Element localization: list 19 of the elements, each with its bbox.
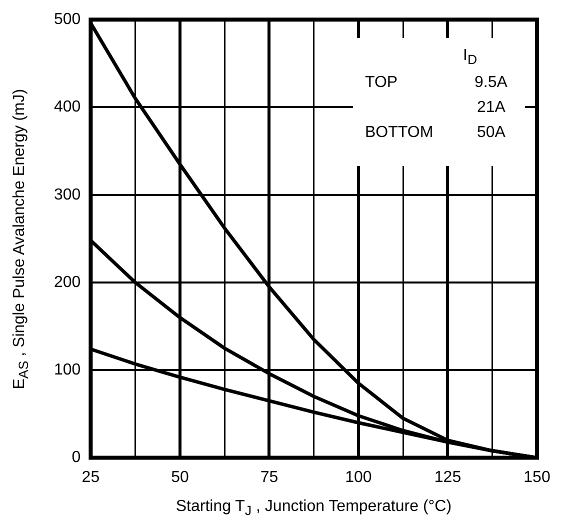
x-tick-label: 50 [171, 468, 189, 486]
x-tick-label: 75 [260, 468, 278, 486]
annotation: 9.5A [474, 74, 508, 91]
y-tick-label: 400 [54, 98, 81, 116]
annotation: 21A [477, 98, 506, 116]
annotation: 50A [477, 124, 506, 141]
y-tick-label: 500 [54, 11, 81, 28]
legend-title: I$_{D}$ [463, 46, 478, 69]
annotation: TOP [365, 74, 398, 91]
annotation: BOTTOM [365, 124, 434, 141]
y-tick-label: 100 [54, 362, 81, 379]
x-tick-label: 125 [434, 468, 462, 486]
x-axis-title: Starting T$_{J}$ , Junction Temperature (°C) [176, 498, 452, 520]
x-tick-label: 150 [524, 468, 550, 486]
y-tick-label: 300 [54, 186, 81, 204]
y-tick-label: 200 [54, 274, 81, 291]
y-tick-label: 0 [72, 449, 81, 466]
x-tick-label: 100 [345, 468, 372, 486]
x-tick-label: 25 [82, 468, 100, 486]
